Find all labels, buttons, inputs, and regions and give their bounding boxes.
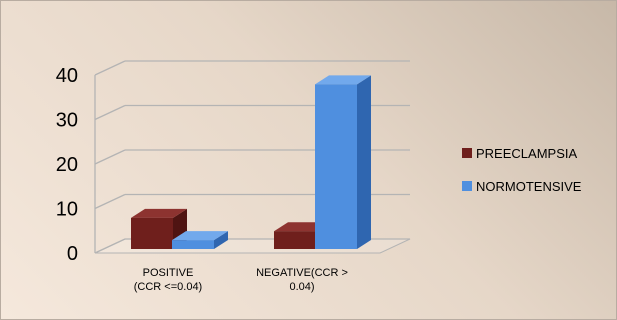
gridline-side-2 bbox=[94, 149, 126, 165]
gridline-side-0 bbox=[94, 238, 126, 254]
bar-preeclampsia-1 bbox=[274, 231, 316, 249]
y-tick-label-4: 40 bbox=[56, 65, 78, 87]
legend-label-1: NORMOTENSIVE bbox=[476, 179, 582, 194]
gridline-side-4 bbox=[94, 60, 126, 76]
y-tick-label-3: 30 bbox=[56, 110, 78, 132]
legend-swatch-1 bbox=[462, 181, 472, 191]
bar-normotensive-1-side bbox=[357, 75, 371, 249]
x-tick-label-1-1: 0.04) bbox=[289, 281, 314, 293]
bar-normotensive-0 bbox=[172, 240, 214, 249]
legend-swatch-0 bbox=[462, 148, 472, 158]
bar-preeclampsia-0-top bbox=[131, 208, 187, 218]
x-tick-label-0-1: (CCR <=0.04) bbox=[134, 281, 202, 293]
y-tick-label-1: 10 bbox=[56, 199, 78, 221]
legend-label-0: PREECLAMPSIA bbox=[476, 146, 577, 161]
gridline-side-1 bbox=[94, 193, 126, 210]
x-tick-label-1-0: NEGATIVE(CCR > bbox=[256, 267, 348, 279]
x-tick-label-0-0: POSITIVE bbox=[143, 267, 194, 279]
y-tick-label-0: 0 bbox=[67, 243, 78, 265]
bar-normotensive-0-top bbox=[172, 231, 228, 241]
bar-normotensive-1 bbox=[315, 84, 357, 249]
bar-normotensive-1-top bbox=[315, 75, 371, 85]
y-tick-label-2: 20 bbox=[56, 154, 78, 176]
bar-preeclampsia-0 bbox=[131, 217, 173, 249]
gridline-side-3 bbox=[94, 104, 126, 121]
bar-normotensive-0-side bbox=[214, 231, 228, 249]
